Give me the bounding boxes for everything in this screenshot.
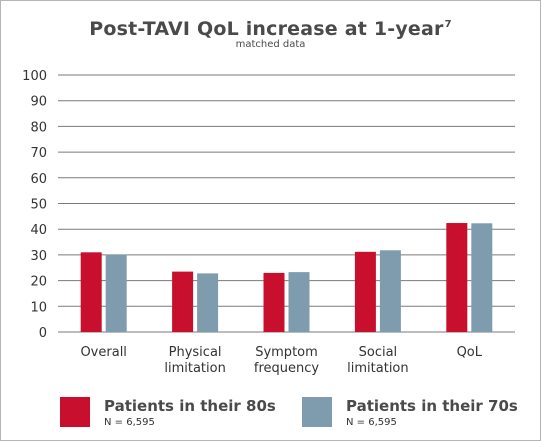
bar-80s [354, 251, 376, 332]
legend-n-70s: N = 6,595 [346, 417, 397, 428]
x-tick-label: Social limitation [347, 345, 408, 376]
y-tick-label: 40 [30, 223, 47, 238]
legend-n-80s: N = 6,595 [104, 417, 155, 428]
y-tick-label: 20 [30, 275, 47, 290]
title-footnote-marker: 7 [444, 19, 452, 30]
y-tick-label: 80 [30, 120, 47, 135]
bar-70s [379, 250, 401, 332]
x-tick-label: Symptom frequency [254, 345, 320, 376]
x-tick-label: Overall [80, 345, 126, 360]
y-tick-label: 100 [22, 69, 47, 84]
bar-70s [288, 272, 310, 332]
y-tick-labels: 0 10 20 30 40 50 60 70 80 90 100 [22, 69, 47, 341]
chart-subtitle: matched data [235, 39, 306, 50]
bar-70s [105, 254, 127, 332]
x-tick-labels: Overall Physical limitation Symptom frequenc… [80, 345, 482, 376]
y-tick-label: 50 [30, 198, 47, 213]
y-tick-label: 30 [30, 249, 47, 264]
x-tick-label: QoL [457, 345, 483, 360]
legend-label-80s: Patients in their 80s [104, 397, 276, 415]
bars [80, 223, 493, 332]
y-tick-label: 10 [30, 300, 47, 315]
bar-80s [172, 271, 194, 332]
x-tick-label: Physical limitation [164, 345, 225, 376]
y-tick-label: 90 [30, 95, 47, 110]
legend-label-70s: Patients in their 70s [346, 397, 518, 415]
y-tick-label: 0 [39, 326, 47, 341]
legend-swatch-70s [302, 397, 332, 427]
bar-80s [446, 223, 468, 332]
bar-80s [263, 272, 285, 332]
y-tick-label: 60 [30, 172, 47, 187]
chart-title: Post-TAVI QoL increase at 1-year7 [0, 18, 541, 40]
legend-swatch-80s [60, 397, 90, 427]
y-tick-label: 70 [30, 146, 47, 161]
gridlines [58, 74, 515, 333]
bar-70s [471, 223, 493, 332]
bar-70s [197, 273, 219, 332]
bar-80s [80, 252, 102, 332]
chart-title-text: Post-TAVI QoL increase at 1-year [89, 18, 444, 40]
